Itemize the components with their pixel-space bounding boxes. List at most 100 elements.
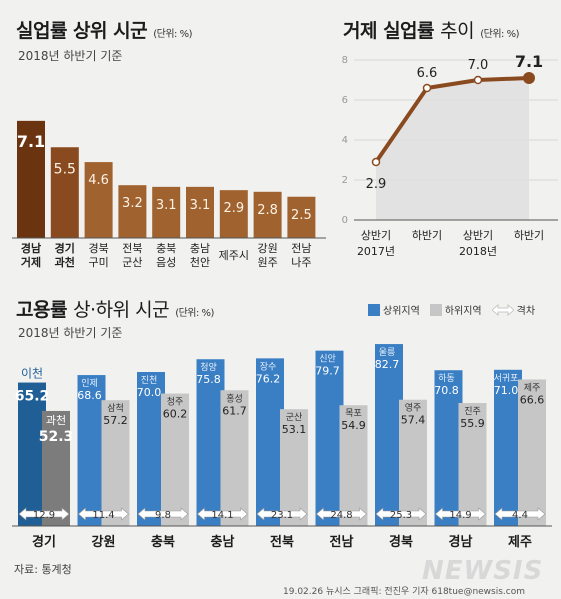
bar-0 bbox=[17, 120, 45, 238]
gap-value-label-2: 9.8 bbox=[155, 510, 171, 521]
category-label-3: 충남 bbox=[211, 534, 235, 550]
credit-line: 19.02.26 뉴시스 그래픽: 전진우 기자 618tue@newsis.c… bbox=[283, 587, 526, 597]
bar-value-label-6: 2.9 bbox=[223, 201, 244, 216]
upper-value-label-4: 76.2 bbox=[256, 372, 281, 385]
lower-area-label-7: 진주 bbox=[464, 406, 481, 417]
chart2-category-label-2-0: 상반기 bbox=[463, 229, 493, 242]
bar-6 bbox=[219, 190, 248, 238]
category-label-8-1: 나주 bbox=[291, 256, 311, 269]
chart3-title-thin: 상·하위 시군 bbox=[73, 299, 170, 321]
bar-value-label-4: 3.1 bbox=[156, 198, 177, 213]
lower-bar-2 bbox=[161, 393, 189, 526]
chart2-category-label-0-0: 상반기 bbox=[361, 229, 391, 242]
legend-gap-label: 격차 bbox=[516, 306, 536, 317]
chart2-ytick-2: 4 bbox=[342, 135, 348, 146]
chart2-ytick-4: 8 bbox=[342, 55, 348, 66]
lower-value-label-1: 57.2 bbox=[103, 414, 128, 427]
chart1-subtitle: 2018년 하반기 기준 bbox=[18, 49, 123, 63]
lower-value-label-4: 53.1 bbox=[282, 423, 307, 436]
legend-upper-swatch bbox=[368, 303, 380, 316]
gap-value-label-3: 14.1 bbox=[211, 510, 233, 521]
chart2-plot: 0 2 4 6 8 2.9 6.6 7.0 7.1 상반기 2017년 하반기 상반기 2018년 하반기 bbox=[342, 52, 558, 258]
chart2-point-0 bbox=[371, 157, 381, 167]
lower-value-label-7: 55.9 bbox=[460, 417, 485, 430]
category-label-1-1: 과천 bbox=[55, 255, 75, 269]
legend-upper: 상위지역 bbox=[368, 302, 420, 317]
category-label-8: 제주 bbox=[508, 535, 532, 550]
bar-1 bbox=[50, 147, 79, 238]
legend-lower-swatch bbox=[429, 303, 442, 316]
upper-value-label-7: 70.8 bbox=[434, 384, 459, 397]
category-label-4: 전북 bbox=[270, 534, 294, 550]
chart2-category-label-1-0: 하반기 bbox=[412, 228, 442, 242]
chart2-title-thin: 추이 bbox=[440, 20, 475, 42]
lower-area-label-5: 목포 bbox=[345, 408, 362, 419]
lower-bar-8 bbox=[518, 379, 546, 526]
bar-8 bbox=[287, 196, 316, 238]
gap-arrow-3 bbox=[197, 507, 248, 521]
chart2-point-3 bbox=[523, 72, 535, 84]
lower-area-label-3: 홍성 bbox=[226, 392, 243, 404]
category-label-3-1: 군산 bbox=[122, 256, 142, 269]
category-label-7: 경남 bbox=[449, 534, 473, 550]
brand-watermark: NEWSIS bbox=[422, 556, 544, 586]
lower-value-label-3: 61.7 bbox=[222, 404, 247, 417]
gap-arrow-6 bbox=[375, 507, 427, 521]
bar-3 bbox=[118, 185, 147, 238]
gap-arrow-7 bbox=[435, 507, 486, 521]
category-label-5: 전남 bbox=[330, 534, 354, 550]
bar-value-label-0: 7.1 bbox=[17, 132, 45, 151]
gap-value-label-0: 12.9 bbox=[33, 510, 55, 521]
bar-7 bbox=[253, 191, 282, 238]
category-label-2-1: 구미 bbox=[88, 256, 108, 269]
chart3-title-text: 고용률 bbox=[16, 299, 67, 321]
chart2-category-label-2-1: 2018년 bbox=[459, 245, 497, 258]
chart2-value-label-0: 2.9 bbox=[366, 177, 387, 192]
gap-value-label-1: 11.4 bbox=[92, 510, 114, 521]
bar-value-label-5: 3.1 bbox=[190, 198, 211, 213]
category-label-4-1: 음성 bbox=[156, 256, 176, 269]
gap-arrow-5 bbox=[316, 507, 367, 521]
chart2-title-text: 거제 실업률 bbox=[343, 20, 435, 42]
chart1-unit: (단위: %) bbox=[153, 29, 192, 40]
lower-value-label-6: 57.4 bbox=[401, 414, 426, 427]
upper-bar-5 bbox=[315, 350, 344, 526]
upper-value-label-2: 70.0 bbox=[137, 386, 162, 399]
category-label-0-1: 거제 bbox=[21, 255, 41, 269]
chart2-area bbox=[376, 78, 529, 220]
lower-bar-0 bbox=[42, 410, 70, 526]
chart1-title-text: 실업률 상위 시군 bbox=[16, 20, 148, 42]
lower-value-label-8: 66.6 bbox=[520, 393, 545, 406]
chart2-value-label-3: 7.1 bbox=[515, 52, 543, 71]
double-arrow-icon bbox=[491, 303, 514, 316]
lower-bar-7 bbox=[458, 403, 487, 526]
upper-bar-8 bbox=[494, 369, 522, 526]
category-label-0: 경기 bbox=[32, 534, 56, 550]
chart3-unit: (단위: %) bbox=[175, 308, 214, 319]
category-label-2: 충북 bbox=[151, 534, 175, 550]
bar-5 bbox=[186, 186, 214, 238]
chart2-unit: (단위: %) bbox=[480, 29, 519, 40]
lower-value-label-5: 54.9 bbox=[341, 419, 366, 432]
bar-2 bbox=[84, 162, 113, 238]
upper-area-label-1: 인제 bbox=[81, 378, 98, 389]
bar-value-label-1: 5.5 bbox=[54, 161, 76, 177]
lower-area-label-1: 삼척 bbox=[107, 403, 124, 414]
gap-arrow-4 bbox=[256, 507, 308, 521]
upper-value-label-5: 79.7 bbox=[315, 365, 340, 378]
bar-value-label-2: 4.6 bbox=[88, 173, 109, 188]
upper-value-label-0: 65.2 bbox=[15, 389, 50, 405]
upper-area-label-3: 청양 bbox=[200, 362, 217, 373]
gap-arrow-1 bbox=[78, 507, 129, 521]
category-label-1: 강원 bbox=[92, 534, 116, 550]
chart3-plot: 이천65.2과천52.312.9경기인제68.6삼척57.211.4강원진천70… bbox=[12, 344, 552, 550]
upper-value-label-1: 68.6 bbox=[77, 389, 102, 402]
upper-area-label-8: 서귀포 bbox=[494, 373, 519, 384]
lower-bar-5 bbox=[339, 405, 368, 526]
chart2-ytick-1: 2 bbox=[342, 175, 348, 186]
lower-area-label-6: 영주 bbox=[405, 403, 422, 414]
upper-bar-0 bbox=[18, 382, 46, 526]
upper-bar-4 bbox=[256, 358, 284, 526]
category-label-7-0: 강원 bbox=[257, 242, 277, 255]
